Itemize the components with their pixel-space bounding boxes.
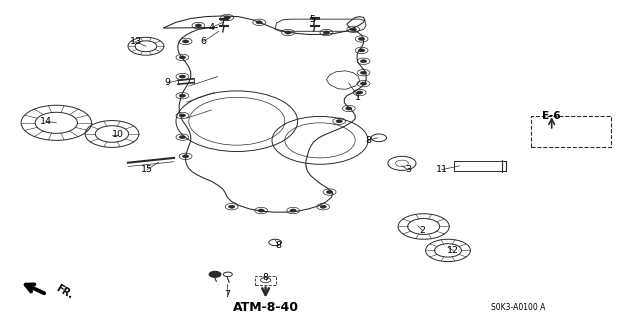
Text: 5: 5: [309, 15, 316, 24]
Text: 13: 13: [130, 37, 141, 46]
Text: ATM-8-40: ATM-8-40: [232, 301, 299, 314]
Circle shape: [360, 60, 367, 63]
Circle shape: [228, 205, 235, 208]
Circle shape: [179, 75, 186, 78]
Text: 7: 7: [224, 290, 230, 299]
Text: 15: 15: [141, 165, 153, 174]
Circle shape: [182, 40, 189, 43]
Circle shape: [356, 91, 363, 94]
Circle shape: [209, 271, 221, 277]
Text: 14: 14: [40, 117, 52, 126]
Circle shape: [336, 120, 342, 123]
Text: 8: 8: [262, 273, 269, 282]
Text: 1: 1: [355, 93, 362, 102]
Circle shape: [360, 71, 367, 74]
Circle shape: [179, 114, 186, 117]
Circle shape: [182, 155, 189, 158]
Text: 10: 10: [113, 130, 124, 139]
Circle shape: [290, 209, 296, 212]
Text: 11: 11: [436, 165, 447, 174]
Text: S0K3-A0100 A: S0K3-A0100 A: [492, 303, 545, 312]
Circle shape: [320, 205, 326, 208]
Circle shape: [350, 28, 356, 31]
Text: 4: 4: [208, 23, 214, 32]
Circle shape: [346, 107, 352, 110]
Circle shape: [179, 136, 186, 139]
Circle shape: [224, 16, 230, 19]
Text: 8: 8: [275, 241, 282, 250]
Circle shape: [360, 82, 367, 85]
Circle shape: [285, 31, 291, 34]
Text: 12: 12: [447, 246, 459, 255]
Circle shape: [258, 209, 264, 212]
Text: FR.: FR.: [54, 283, 75, 301]
Text: 6: 6: [200, 37, 207, 46]
Text: 8: 8: [365, 136, 371, 145]
Text: 9: 9: [164, 78, 171, 87]
Circle shape: [358, 37, 365, 41]
Circle shape: [323, 31, 330, 34]
Circle shape: [326, 190, 333, 194]
Text: 2: 2: [419, 226, 426, 235]
Circle shape: [179, 56, 186, 59]
Circle shape: [179, 94, 186, 97]
Circle shape: [358, 49, 365, 52]
Text: 3: 3: [405, 165, 412, 174]
Circle shape: [195, 24, 202, 27]
Circle shape: [256, 21, 262, 24]
Text: E-6: E-6: [542, 111, 561, 122]
